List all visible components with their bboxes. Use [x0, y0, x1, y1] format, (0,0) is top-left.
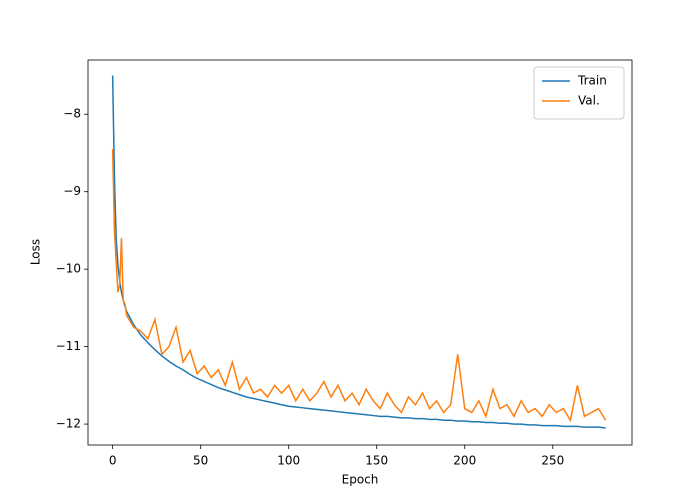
y-tick-label: −10 [56, 262, 81, 276]
x-axis-label: Epoch [342, 473, 379, 487]
plot-frame [87, 59, 633, 446]
x-tick-label: 150 [365, 454, 388, 468]
y-axis-label: Loss [29, 239, 43, 265]
legend-label: Val. [578, 94, 600, 108]
series-line [111, 149, 607, 423]
x-tick-label: 200 [453, 454, 476, 468]
legend-label: Train [577, 74, 607, 88]
y-tick-label: −11 [56, 339, 81, 353]
legend-box [533, 66, 625, 120]
x-tick-label: 0 [109, 454, 117, 468]
y-tick-label: −8 [63, 107, 81, 121]
series-line [111, 75, 606, 429]
x-tick-label: 250 [541, 454, 564, 468]
y-tick-label: −9 [63, 184, 81, 198]
y-tick-label: −12 [56, 417, 81, 431]
x-tick-label: 50 [193, 454, 208, 468]
x-tick-label: 100 [277, 454, 300, 468]
